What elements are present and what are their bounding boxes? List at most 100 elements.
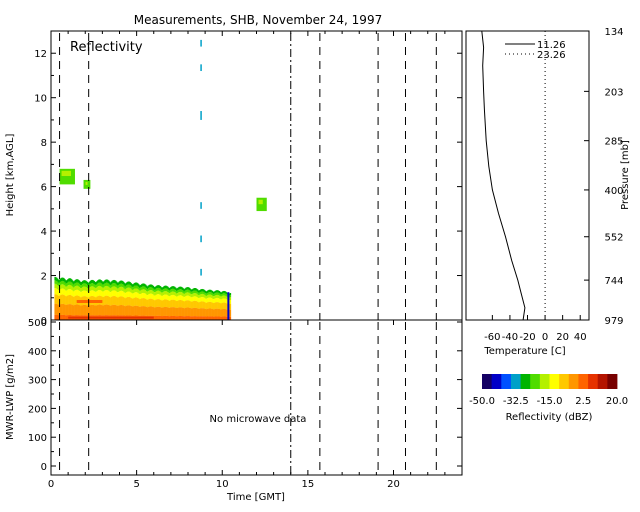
echo-column-band: [170, 299, 173, 308]
echo-column-band: [56, 281, 58, 285]
echo-column-band: [151, 306, 153, 316]
echo-column-band: [218, 293, 220, 296]
echo-column-band: [100, 280, 102, 284]
echo-column-band: [117, 305, 119, 316]
echo-column-band: [174, 292, 176, 296]
echo-column-band: [81, 287, 83, 292]
temp-tick-label: 0: [542, 332, 548, 343]
echo-column-band: [171, 286, 173, 289]
echo-column-band: [157, 294, 159, 300]
echo-column-band: [77, 282, 79, 286]
y-tick-label: 400: [28, 347, 47, 358]
echo-column-band: [178, 300, 180, 308]
echo-column-band: [217, 316, 219, 320]
echo-column-band: [124, 289, 126, 294]
echo-column-band: [137, 298, 139, 307]
colorbar-cell: [578, 374, 589, 389]
echo-column-band: [66, 295, 68, 305]
echo-column-band: [150, 284, 152, 288]
legend-label: 23.26: [537, 50, 566, 61]
echo-column-band: [207, 302, 209, 309]
echo-column-band: [62, 280, 64, 285]
echo-column-band: [223, 290, 226, 294]
echo-column-band: [182, 296, 185, 301]
echo-column-band: [225, 309, 227, 317]
echo-column-band: [121, 296, 123, 306]
echo-column-band: [86, 291, 88, 297]
echo-column-band: [179, 295, 181, 300]
echo-column-band: [74, 290, 76, 297]
echo-column-band: [87, 305, 89, 316]
echo-column-band: [202, 308, 204, 317]
echo-column-band: [129, 285, 131, 289]
echo-column-band: [56, 277, 58, 281]
echo-column-band: [195, 290, 197, 294]
echo-column-band: [188, 290, 191, 293]
echo-column-band: [158, 285, 161, 289]
echo-column-band: [194, 290, 197, 294]
echo-column-band: [66, 315, 68, 320]
colorbar-tick-label: 2.5: [575, 396, 591, 407]
echo-column-band: [152, 294, 155, 300]
echo-column-band: [164, 307, 166, 316]
echo-column-band: [139, 287, 141, 291]
echo-column-band: [218, 316, 220, 320]
echo-column-band: [195, 316, 197, 320]
echo-column-band: [71, 286, 73, 291]
echo-column-band: [199, 289, 202, 292]
echo-column-band: [153, 316, 155, 320]
echo-column-band: [148, 287, 150, 291]
echo-column-band: [116, 282, 119, 286]
echo-column-band: [82, 286, 84, 291]
echo-column-band: [165, 315, 167, 320]
echo-column-band: [100, 283, 102, 287]
echo-speck: [200, 111, 202, 120]
echo-column-band: [217, 297, 219, 303]
echo-column-band: [133, 286, 135, 290]
echo-column-band: [111, 296, 113, 306]
echo-column-band: [177, 287, 179, 291]
echo-column-band: [181, 316, 183, 320]
echo-column-band: [108, 286, 110, 291]
echo-column-band: [188, 292, 191, 297]
echo-column-band: [112, 304, 114, 316]
echo-column-band: [138, 293, 140, 299]
echo-column-band: [143, 298, 145, 307]
echo-column-band: [72, 305, 74, 316]
echo-column-band: [155, 291, 157, 295]
echo-column-band: [176, 293, 179, 297]
echo-column-band: [129, 291, 131, 298]
echo-column-band: [161, 292, 163, 297]
echo-column-band: [167, 307, 169, 317]
echo-column-band: [113, 295, 115, 305]
echo-column-band: [162, 300, 164, 308]
echo-column-band: [175, 287, 177, 291]
sounding-frame: [465, 30, 590, 321]
echo-column-band: [203, 316, 205, 320]
echo-column-band: [199, 302, 201, 309]
colorbar-tick-label: -15.0: [537, 396, 563, 407]
echo-column-band: [220, 316, 222, 320]
echo-core: [76, 299, 103, 303]
echo-column-band: [113, 304, 115, 316]
echo-column-band: [182, 300, 184, 308]
y-tick-label: 0: [41, 316, 47, 327]
echo-column-band: [220, 299, 222, 304]
echo-column-band: [210, 294, 212, 298]
echo-column-band: [136, 282, 138, 286]
echo-column-band: [162, 316, 164, 320]
echo-column-band: [197, 316, 199, 320]
echo-column-band: [98, 282, 101, 286]
reflectivity-y-axis-label: Height [km,AGL]: [5, 134, 16, 217]
echo-column-band: [139, 285, 141, 288]
echo-column-band: [58, 283, 60, 287]
echo-column-band: [158, 315, 161, 320]
echo-column-band: [200, 289, 202, 292]
echo-column-band: [188, 292, 190, 296]
echo-column-band: [209, 316, 211, 320]
echo-column-band: [102, 291, 104, 298]
echo-column-band: [67, 295, 69, 305]
echo-column-band: [111, 305, 113, 316]
echo-column-band: [168, 295, 170, 301]
